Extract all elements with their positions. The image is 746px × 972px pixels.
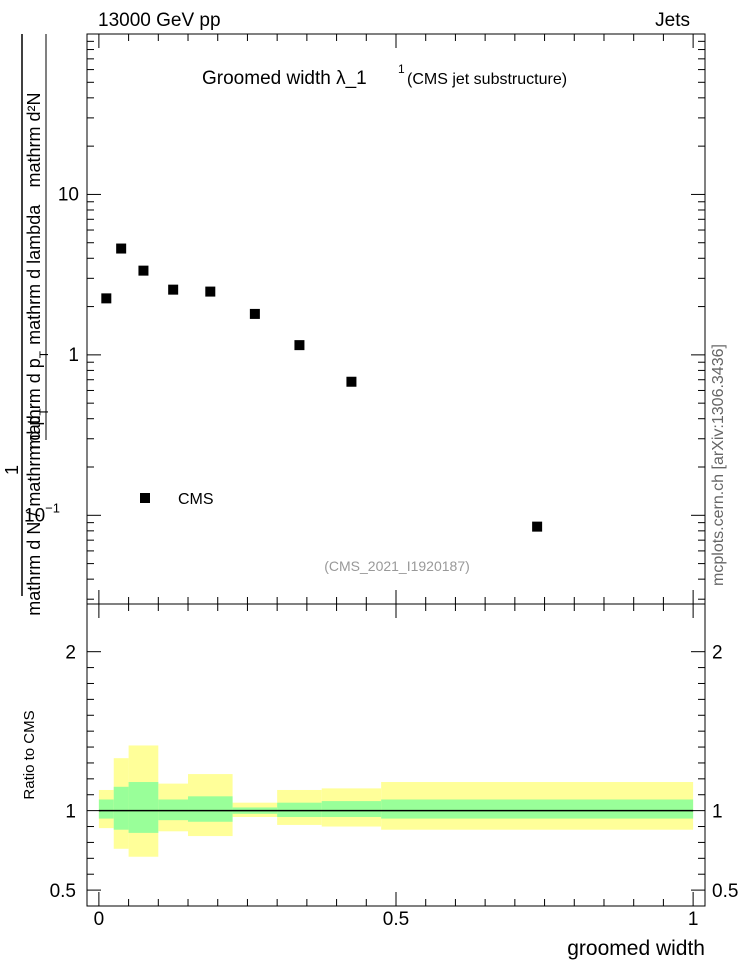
y-label-denominator: mathrm d pTmathrm d lambda (24, 204, 51, 449)
main-x-ticks (98, 34, 694, 604)
ratio-y-tick-label-right: 2 (712, 643, 723, 664)
ratio-band-inner (321, 801, 382, 817)
ratio-band-inner (188, 796, 233, 822)
ratio-x-tick-label: 0 (94, 909, 105, 930)
ratio-y-tick-label-right: 0.5 (712, 881, 738, 902)
ratio-y-tick-label: 2 (65, 643, 76, 664)
ratio-x-ticks: 0 0.5 1 (94, 604, 699, 930)
data-point (205, 286, 216, 297)
ratio-y-ticks: 2 2 1 1 0.5 0.5 (50, 643, 739, 902)
data-point (101, 293, 112, 304)
data-point (249, 308, 260, 319)
analysis-id: (CMS_2021_I1920187) (324, 558, 470, 574)
y-label-outer-denominator: mathrm d N / mathrm d pT (24, 408, 51, 616)
data-point (346, 376, 357, 387)
data-point (138, 265, 149, 276)
side-label: mcplots.cern.ch [arXiv:1306.3436] (710, 344, 727, 586)
y-label-one: 1 (2, 465, 22, 475)
ratio-band-inner (128, 782, 159, 833)
y-label-numerator: mathrm d²N (24, 92, 44, 187)
y-axis-label: mathrm d²N mathrm d pTmathrm d lambda 1 … (2, 34, 51, 616)
header-right: Jets (655, 10, 690, 31)
data-point (294, 340, 305, 351)
plot-title-suffix: (CMS jet substructure) (407, 71, 567, 88)
ratio-plot-frame (86, 603, 706, 907)
plot-title-superscript: 1 (398, 62, 405, 76)
main-y-tick-label: 1 (68, 345, 79, 366)
ratio-plot: 2 21 10.5 0.5 0 0.5 1 (50, 603, 739, 930)
main-plot-frame (86, 33, 706, 605)
legend-label: CMS (178, 491, 214, 508)
header-left: 13000 GeV pp (98, 10, 221, 31)
ratio-x-tick-label: 0.5 (383, 909, 409, 930)
ratio-band-inner (158, 799, 189, 821)
legend-marker (140, 493, 150, 503)
ratio-band-inner (98, 799, 114, 819)
data-point (116, 243, 127, 254)
ratio-band-inner (113, 786, 129, 830)
ratio-band-inner (381, 799, 694, 819)
ratio-ylabel: Ratio to CMS (21, 710, 38, 799)
plot-title: Groomed width λ_1 1 (CMS jet substructur… (202, 62, 567, 89)
ratio-band-inner (277, 802, 322, 817)
x-axis-label: groomed width (567, 937, 705, 960)
ratio-y-tick-label-right: 1 (712, 802, 723, 823)
ratio-y-tick-label: 1 (65, 802, 76, 823)
ratio-x-tick-label: 1 (688, 909, 699, 930)
main-y-tick-label: 10 (58, 184, 79, 205)
plot-title-main: Groomed width λ_1 (202, 68, 367, 89)
legend: CMS (140, 491, 214, 508)
data-point (532, 521, 543, 532)
ratio-y-tick-label: 0.5 (50, 881, 76, 902)
data-point (168, 284, 179, 295)
